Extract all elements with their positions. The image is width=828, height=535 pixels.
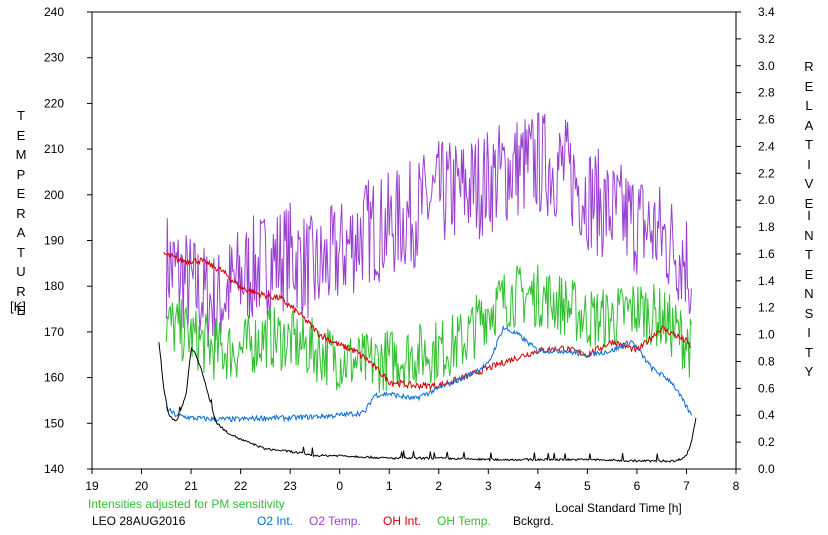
axis-label-letter: R [16,283,26,299]
series-o2-temp [165,112,692,353]
axis-label-letter: E [804,266,814,282]
y-right-tick-label: 1.8 [758,220,775,234]
plot-frame [91,11,737,470]
axis-label-letter: T [17,244,25,260]
x-tick-label: 7 [683,479,690,493]
axis-label-letter: E [804,78,814,94]
x-tick-label: 21 [184,479,198,493]
y-right-tick-label: 0.8 [758,354,775,368]
x-tick-label: 4 [535,479,542,493]
y-right-tick-label: 0.6 [758,381,775,395]
axis-label-letter: T [17,108,25,123]
y-right-tick-label: 1.0 [758,328,775,342]
axis-label-letter: I [807,156,811,172]
x-tick-label: 19 [85,479,99,493]
y-left-tick-label: 240 [44,5,64,19]
x-tick-label: 6 [634,479,641,493]
legend-oh-temp: OH Temp. [437,514,491,528]
x-tick-label: 8 [733,479,740,493]
x-tick-label: 23 [283,479,297,493]
y-left-tick-label: 150 [44,416,64,430]
axis-label-letter: N [804,227,814,243]
y-right-tick-label: 0.4 [758,408,775,422]
y-right-tick-label: 1.2 [758,301,775,315]
y-right-tick-label: 2.8 [758,86,775,100]
y-left-tick-label: 210 [44,142,64,156]
x-tick-label: 0 [336,479,343,493]
y-left-tick-label: 180 [44,279,64,293]
axis-label-letter: E [16,186,26,201]
y-right-tick-label: 2.0 [758,193,775,207]
axis-label-letter: M [15,147,27,162]
y-right-tick-label: 0.0 [758,462,775,476]
tick-labels: 19 20 21 22 23 0 1 2 3 4 5 6 7 8140150160170180190200… [44,5,775,493]
y-right-tick-label: 0.2 [758,435,775,449]
y-left-tick-label: 230 [44,51,64,65]
sensitivity-note: Intensities adjusted for PM sensitivity [88,497,285,511]
axis-label-letter: V [804,176,814,191]
axis-label-letter: E [804,195,814,211]
x-tick-label: 1 [386,479,393,493]
y-left-tick-label: 200 [44,188,64,202]
legend-bckgrd: Bckgrd. [513,514,554,528]
axis-label-letter: U [16,264,26,279]
x-tick-label: 22 [234,479,248,493]
axis-label-letter: A [16,225,26,240]
y-left-tick-label: 170 [44,325,64,339]
axis-ticks [87,11,741,474]
axis-label-letter: I [807,208,811,223]
axis-label-letter: I [807,325,811,340]
axis-label-letter: T [805,344,813,360]
x-axis-label: Local Standard Time [h] [555,501,682,515]
axis-label-letter: A [804,117,814,133]
y-left-tick-label: 190 [44,234,64,248]
y-right-tick-label: 3.0 [758,59,775,73]
y-left-axis-unit: [K] [10,299,26,314]
y-right-tick-label: 2.6 [758,113,775,127]
y-right-tick-label: 2.4 [758,139,775,153]
series-oh-int [163,251,692,391]
x-tick-label: 3 [485,479,492,493]
y-right-tick-label: 1.6 [758,247,775,261]
axis-label-letter: E [16,303,26,318]
axis-label-letter: L [805,98,813,113]
axis-label-letter: P [16,166,26,182]
series-bckgrd [158,342,697,463]
y-right-tick-label: 2.2 [758,166,775,180]
axis-label-letter: Y [804,364,814,379]
legend-o2-int: O2 Int. [257,514,294,528]
y-right-tick-label: 3.2 [758,32,775,46]
axis-label-letter: R [804,59,814,74]
x-tick-label: 2 [435,479,442,493]
y-left-tick-label: 140 [44,462,64,476]
x-tick-label: 5 [584,479,591,493]
axis-label-letter: N [804,286,814,301]
axis-label-letter: T [805,137,813,152]
series-o2-int [165,325,692,423]
legend-oh-int: OH Int. [383,514,422,528]
site-date-label: LEO 28AUG2016 [92,514,186,528]
axis-label-letter: T [805,247,813,262]
axis-label-letter: R [16,205,26,221]
axis-label-letter: S [804,305,814,321]
series-layer [158,112,697,463]
y-right-tick-label: 3.4 [758,5,775,19]
y-left-tick-label: 220 [44,96,64,110]
y-left-tick-label: 160 [44,371,64,385]
series-oh-temp [165,264,692,393]
x-tick-label: 20 [135,479,149,493]
axis-label-letter: E [16,127,26,143]
legend-o2-temp: O2 Temp. [309,514,361,528]
y-right-tick-label: 1.4 [758,274,775,288]
